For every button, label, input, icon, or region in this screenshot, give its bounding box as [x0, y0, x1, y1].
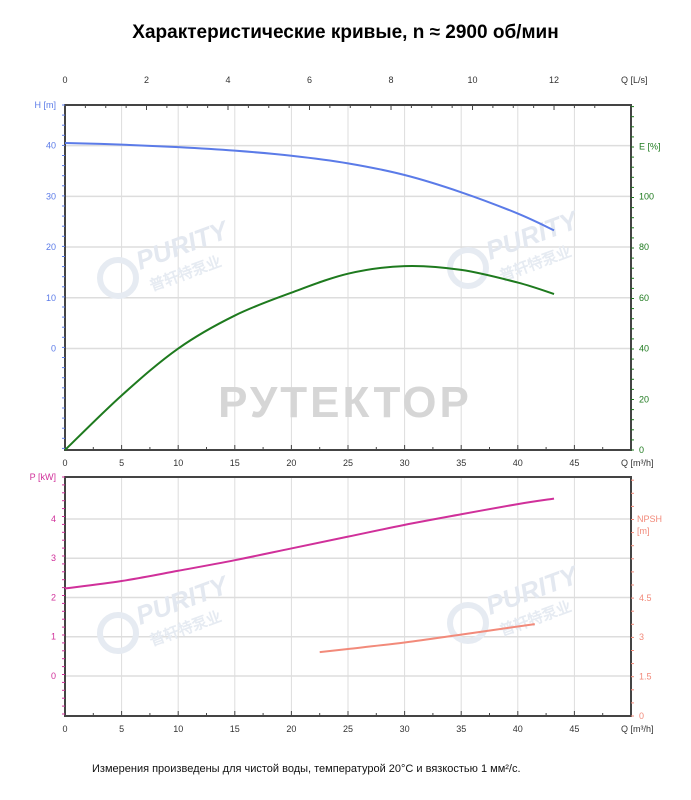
- x-top-tick-label: 0: [62, 75, 67, 85]
- y-left-axis-label: P [kW]: [30, 472, 56, 482]
- y-left-tick-label: 1: [51, 632, 56, 642]
- x-tick-label: 20: [286, 458, 296, 468]
- y-right-tick-label: 100: [639, 191, 654, 201]
- y-left-tick-label: 30: [46, 191, 56, 201]
- x-top-tick-label: 4: [226, 75, 231, 85]
- y-right-axis-label: E [%]: [639, 142, 661, 152]
- x-top-tick-label: 2: [144, 75, 149, 85]
- x-top-tick-label: 12: [549, 75, 559, 85]
- y-right-tick-label: 3: [639, 632, 644, 642]
- x-tick-label: 15: [230, 458, 240, 468]
- x-tick-label: 10: [173, 458, 183, 468]
- y-left-tick-label: 40: [46, 141, 56, 151]
- watermark-text: РУТЕКТОР: [218, 378, 472, 427]
- x-tick-label: 5: [119, 724, 124, 734]
- x-tick-label: 25: [343, 458, 353, 468]
- x-tick-label: 25: [343, 724, 353, 734]
- x-tick-label: 35: [456, 458, 466, 468]
- head-curve: [64, 142, 555, 232]
- y-right-axis-unit: [m]: [637, 526, 650, 536]
- watermark-logo-icon: [97, 612, 139, 654]
- x-tick-label: 15: [230, 724, 240, 734]
- y-left-tick-label: 0: [51, 671, 56, 681]
- watermark-logo-icon: [447, 602, 489, 644]
- x-tick-label: 30: [400, 724, 410, 734]
- x-tick-label: 5: [119, 458, 124, 468]
- x-tick-label: 30: [400, 458, 410, 468]
- x-tick-label: 35: [456, 724, 466, 734]
- x-top-tick-label: 8: [389, 75, 394, 85]
- x-tick-label: 10: [173, 724, 183, 734]
- x-tick-label: 40: [513, 724, 523, 734]
- x-tick-label: 0: [62, 724, 67, 734]
- y-right-tick-label: 4.5: [639, 593, 652, 603]
- x-tick-label: 20: [286, 724, 296, 734]
- x-top-tick-label: 10: [468, 75, 478, 85]
- x-tick-label: 45: [569, 724, 579, 734]
- efficiency-curve: [64, 264, 555, 451]
- x-top-tick-label: 6: [307, 75, 312, 85]
- power-curve: [64, 497, 555, 590]
- y-left-tick-label: 10: [46, 293, 56, 303]
- y-left-axis-label: H [m]: [35, 100, 57, 110]
- footnote: Измерения произведены для чистой воды, т…: [92, 763, 521, 775]
- y-left-tick-label: 4: [51, 514, 56, 524]
- y-left-tick-label: 2: [51, 592, 56, 602]
- x-tick-label: 45: [569, 458, 579, 468]
- x-tick-label: 40: [513, 458, 523, 468]
- watermark-logo-icon: [447, 247, 489, 289]
- watermark-logo-icon: [97, 257, 139, 299]
- y-left-tick-label: 3: [51, 553, 56, 563]
- y-right-tick-label: 0: [639, 711, 644, 721]
- y-right-tick-label: 1.5: [639, 672, 652, 682]
- y-right-tick-label: 0: [639, 445, 644, 455]
- x-top-axis-label: Q [L/s]: [621, 75, 648, 85]
- chart-title: Характеристические кривые, n ≈ 2900 об/м…: [132, 22, 559, 43]
- x-axis-label: Q [m³/h]: [621, 724, 654, 734]
- y-left-tick-label: 0: [51, 344, 56, 354]
- y-right-tick-label: 80: [639, 242, 649, 252]
- x-axis-label: Q [m³/h]: [621, 458, 654, 468]
- npsh-curve: [319, 623, 535, 654]
- y-right-tick-label: 40: [639, 344, 649, 354]
- y-right-tick-label: 20: [639, 394, 649, 404]
- y-left-tick-label: 20: [46, 242, 56, 252]
- x-tick-label: 0: [62, 458, 67, 468]
- y-right-axis-label: NPSH: [637, 514, 662, 524]
- y-right-tick-label: 60: [639, 293, 649, 303]
